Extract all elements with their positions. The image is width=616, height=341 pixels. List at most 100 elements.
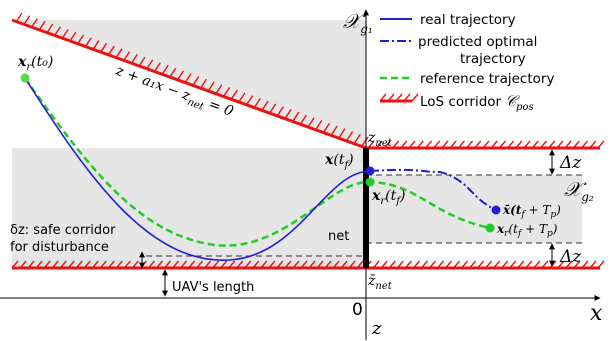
region-upper-label: 𝒳g₁ (343, 9, 373, 36)
hatch-tick (30, 18, 38, 28)
hatch-tick (172, 260, 180, 269)
hatch-tick (404, 260, 412, 269)
hatch-tick (356, 260, 364, 269)
hatch-tick (84, 37, 92, 48)
hatch-tick (383, 140, 391, 149)
predicted-trajectory-line (369, 168, 497, 211)
hatch-tick (416, 140, 424, 149)
xbar-pred-point (491, 205, 501, 215)
hatch-tick (515, 140, 523, 149)
hatch-tick (482, 140, 490, 149)
x-tf-label: x(tf) (324, 152, 354, 171)
hatch-tick (493, 260, 501, 269)
hatch-tick (469, 260, 477, 269)
hatch-tick (490, 140, 498, 149)
hatch-tick (424, 140, 433, 149)
hatch-tick (292, 260, 300, 269)
net-label: net (328, 229, 349, 244)
hatch-tick (361, 136, 369, 147)
hatch-tick (69, 31, 77, 42)
hatch-tick (338, 128, 346, 139)
hatch-tick (461, 260, 469, 269)
hatch-tick (589, 140, 597, 149)
hatch-tick (75, 260, 83, 269)
hatch-tick (436, 260, 444, 269)
hatch-tick (388, 260, 396, 269)
hatch-tick (533, 260, 541, 269)
hatch-tick (199, 78, 208, 89)
hatch-tick (556, 140, 564, 149)
hatch-tick (83, 260, 91, 269)
delta-z-bottom-label: Δz (559, 247, 582, 267)
hatch-tick (27, 260, 35, 269)
legend-reference-label: reference trajectory (420, 71, 554, 87)
hatch-tick (215, 84, 223, 95)
hatch-tick (153, 62, 161, 72)
slanted-corridor-line (11, 18, 367, 150)
x-axis-label: x (590, 301, 603, 326)
xr-t0-label: xr(t₀) (17, 54, 53, 73)
hatch-tick (67, 260, 75, 269)
hatch-tick (330, 125, 338, 136)
hatch-tick (252, 260, 260, 269)
hatch-tick (292, 111, 300, 122)
hatch-tick (99, 260, 107, 269)
hatch-tick (59, 260, 67, 269)
hatch-tick (196, 260, 204, 269)
hatch-tick (244, 260, 252, 269)
bottom-corridor-hatch (11, 260, 605, 269)
hatch-tick (557, 260, 565, 269)
region-lower-label: 𝒳g₂ (564, 177, 594, 204)
hatch-tick (35, 260, 43, 269)
start-point (20, 73, 30, 83)
hatch-tick (565, 260, 573, 269)
hatch-tick (188, 260, 196, 269)
hatch-tick (38, 20, 46, 31)
hatch-tick (541, 260, 549, 269)
hatch-tick (403, 93, 411, 102)
hatch-tick (597, 260, 605, 269)
hatch-tick (53, 26, 62, 37)
hatch-tick (507, 140, 515, 149)
legend-real-label: real trajectory (420, 12, 516, 28)
hatch-tick (155, 260, 164, 269)
hatch-tick (284, 260, 292, 269)
hatch-tick (444, 260, 453, 269)
hatch-tick (367, 140, 375, 149)
hatch-tick (115, 260, 123, 269)
hatch-tick (236, 260, 244, 269)
hatch-tick (315, 120, 323, 130)
hatch-tick (131, 260, 139, 269)
xr-pred-label: xr(tf + Tp) (496, 222, 558, 239)
hatch-tick (346, 131, 354, 141)
hatch-tick (375, 140, 383, 149)
hatch-tick (324, 260, 332, 269)
hatch-tick (92, 40, 100, 50)
legend: real trajectory predicted optimal trajec… (379, 12, 554, 113)
hatch-tick (146, 59, 154, 70)
xr-pred-point (485, 223, 495, 233)
lower-shaded-region (12, 148, 366, 268)
hatch-tick (207, 81, 215, 92)
hatch-tick (408, 140, 416, 149)
legend-corridor-label: LoS corridor 𝒞pos (420, 92, 534, 113)
hatch-tick (581, 140, 589, 149)
hatch-tick (163, 260, 172, 269)
safe-corridor-label-2: for disturbance (10, 240, 109, 255)
hatch-tick (99, 42, 108, 53)
hatch-tick (348, 260, 356, 269)
hatch-tick (412, 260, 420, 269)
hatch-tick (531, 140, 539, 149)
hatch-tick (466, 140, 474, 149)
hatch-tick (212, 260, 220, 269)
hatch-tick (573, 260, 581, 269)
z-net-top-label: znet (367, 130, 393, 149)
hatch-tick (91, 260, 99, 269)
hatch-tick (539, 140, 548, 149)
hatch-tick (253, 98, 261, 108)
hatch-tick (176, 70, 185, 81)
hatch-tick (501, 260, 509, 269)
uav-length-label: UAV's length (172, 280, 254, 295)
x-tf-point (365, 166, 375, 176)
